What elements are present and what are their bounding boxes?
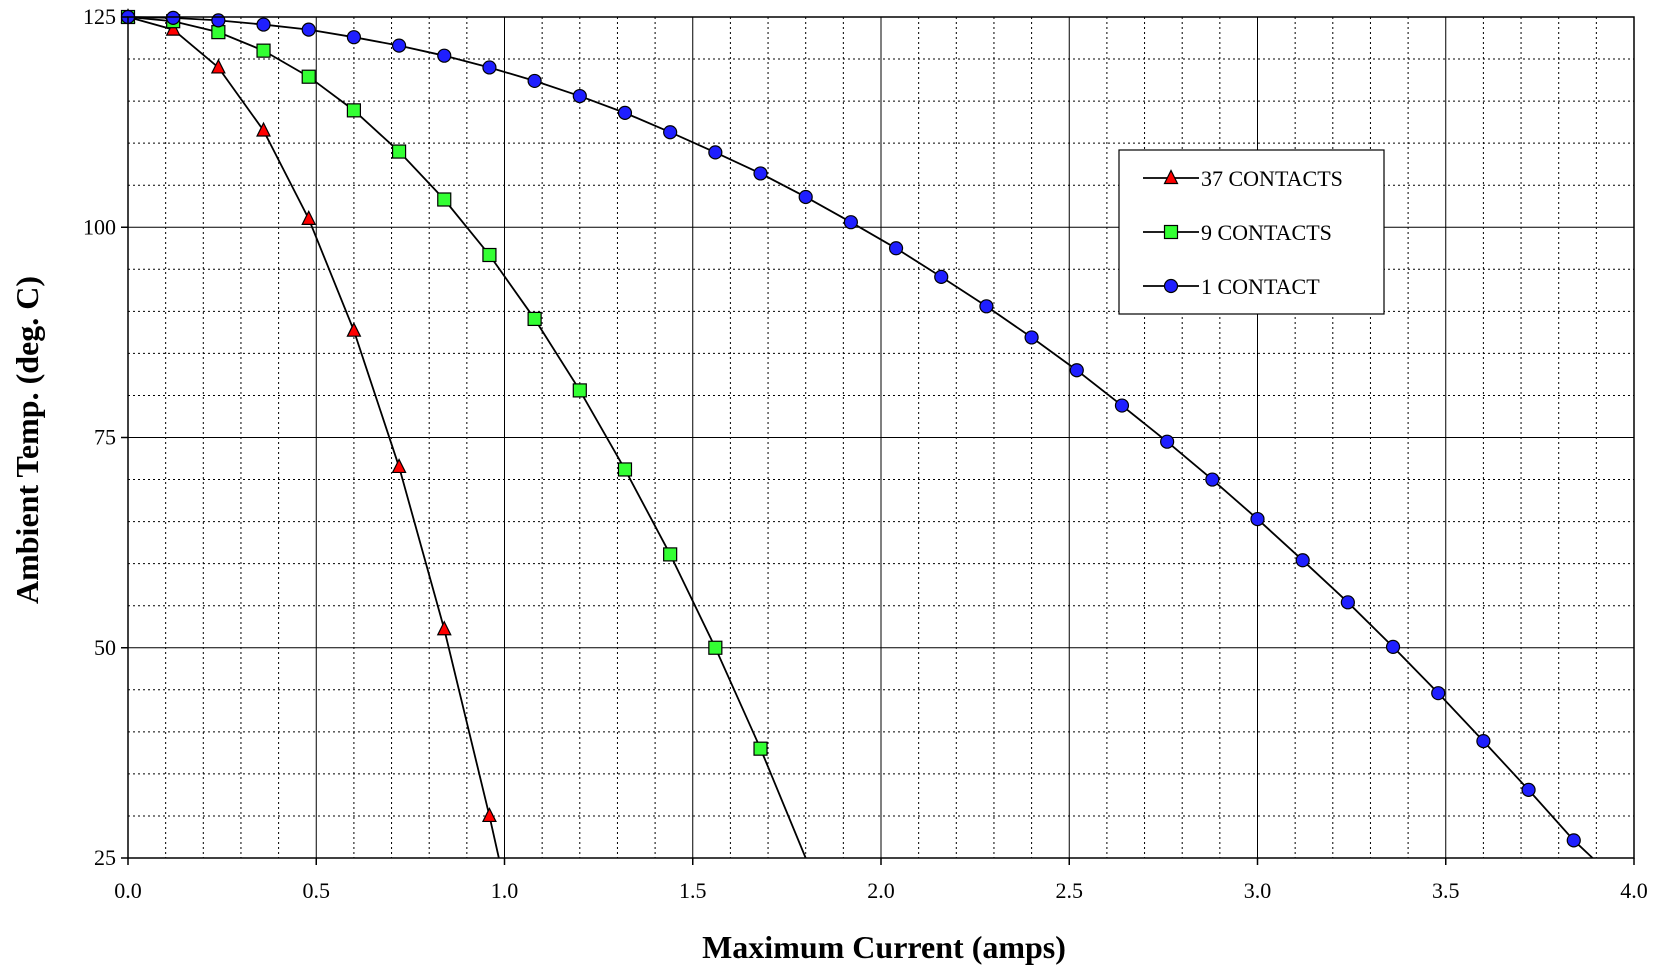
data-point bbox=[527, 73, 542, 89]
data-point bbox=[346, 321, 362, 337]
data-point bbox=[391, 144, 407, 159]
data-point bbox=[1566, 833, 1581, 848]
x-tick-label: 1.5 bbox=[679, 878, 707, 903]
data-point bbox=[888, 241, 904, 256]
data-point bbox=[1340, 595, 1355, 610]
legend-marker bbox=[1163, 224, 1179, 240]
data-point bbox=[1295, 553, 1310, 568]
x-tick-label: 4.0 bbox=[1620, 878, 1648, 903]
data-point bbox=[798, 189, 813, 205]
data-point bbox=[753, 741, 768, 756]
data-point bbox=[391, 458, 407, 474]
data-point bbox=[1385, 639, 1401, 655]
data-point bbox=[617, 105, 633, 120]
data-point bbox=[301, 22, 316, 37]
data-point bbox=[843, 215, 858, 230]
x-axis-title: Maximum Current (amps) bbox=[702, 929, 1066, 965]
legend: 37 CONTACTS 9 CONTACTS 1 CONTACT bbox=[1118, 149, 1385, 315]
x-tick-label: 3.5 bbox=[1432, 878, 1460, 903]
data-point bbox=[166, 10, 181, 25]
data-point bbox=[346, 103, 361, 118]
data-point bbox=[346, 30, 361, 45]
data-point bbox=[753, 166, 768, 181]
axes: 0.0 0.5 1.0 1.5 2.0 2.5 3.0 3.5 4.0 25 50 75 100 125 bbox=[83, 4, 1648, 903]
y-axis-title: Ambient Temp. (deg. C) bbox=[9, 276, 45, 604]
data-point bbox=[1205, 472, 1220, 487]
legend-marker bbox=[1163, 278, 1179, 294]
data-point bbox=[708, 640, 723, 655]
data-point bbox=[301, 69, 316, 84]
x-tick-label: 2.5 bbox=[1056, 878, 1084, 903]
legend-marker bbox=[1163, 169, 1179, 185]
y-tick-label: 25 bbox=[94, 845, 116, 870]
x-tick-label: 1.0 bbox=[491, 878, 519, 903]
data-point bbox=[391, 38, 407, 53]
data-point bbox=[663, 547, 678, 562]
y-tick-label: 75 bbox=[94, 425, 116, 450]
data-point bbox=[165, 20, 181, 36]
data-point bbox=[979, 299, 994, 314]
data-point bbox=[1024, 330, 1039, 345]
data-point bbox=[1476, 734, 1491, 749]
data-point bbox=[481, 807, 497, 823]
data-point bbox=[437, 48, 452, 63]
data-point bbox=[482, 247, 497, 263]
data-point bbox=[617, 462, 633, 477]
grid bbox=[127, 16, 1635, 859]
data-point bbox=[256, 17, 271, 32]
x-tick-label: 0.0 bbox=[114, 878, 142, 903]
data-point bbox=[256, 43, 271, 58]
y-tick-label: 125 bbox=[83, 4, 116, 29]
data-point bbox=[301, 209, 317, 225]
series-line-0 bbox=[127, 16, 500, 859]
data-point bbox=[708, 145, 723, 160]
series-line-1 bbox=[127, 16, 807, 859]
series-lines bbox=[127, 16, 1594, 859]
data-point bbox=[210, 58, 226, 74]
series-line-2 bbox=[127, 16, 1594, 859]
legend-label: 9 CONTACTS bbox=[1201, 220, 1332, 245]
series-markers bbox=[120, 8, 1581, 848]
y-tick-label: 50 bbox=[94, 635, 116, 660]
data-point bbox=[211, 25, 226, 40]
legend-label: 1 CONTACT bbox=[1201, 274, 1320, 299]
data-point bbox=[482, 60, 497, 75]
data-point bbox=[256, 121, 272, 137]
data-point bbox=[211, 13, 226, 28]
data-point bbox=[572, 88, 587, 104]
data-point bbox=[572, 383, 587, 398]
data-point bbox=[1160, 434, 1175, 449]
data-point bbox=[663, 125, 678, 140]
data-point bbox=[1521, 782, 1536, 797]
legend-label: 37 CONTACTS bbox=[1201, 166, 1343, 191]
data-point bbox=[436, 620, 452, 636]
x-tick-label: 2.0 bbox=[867, 878, 895, 903]
y-tick-label: 100 bbox=[83, 214, 116, 239]
data-point bbox=[527, 311, 542, 327]
data-point bbox=[1431, 686, 1446, 701]
data-point bbox=[1250, 511, 1265, 527]
x-tick-label: 3.0 bbox=[1244, 878, 1272, 903]
data-point bbox=[1069, 363, 1084, 378]
data-point bbox=[1114, 398, 1130, 413]
x-tick-label: 0.5 bbox=[303, 878, 331, 903]
data-point bbox=[934, 269, 949, 284]
data-point bbox=[437, 192, 452, 207]
